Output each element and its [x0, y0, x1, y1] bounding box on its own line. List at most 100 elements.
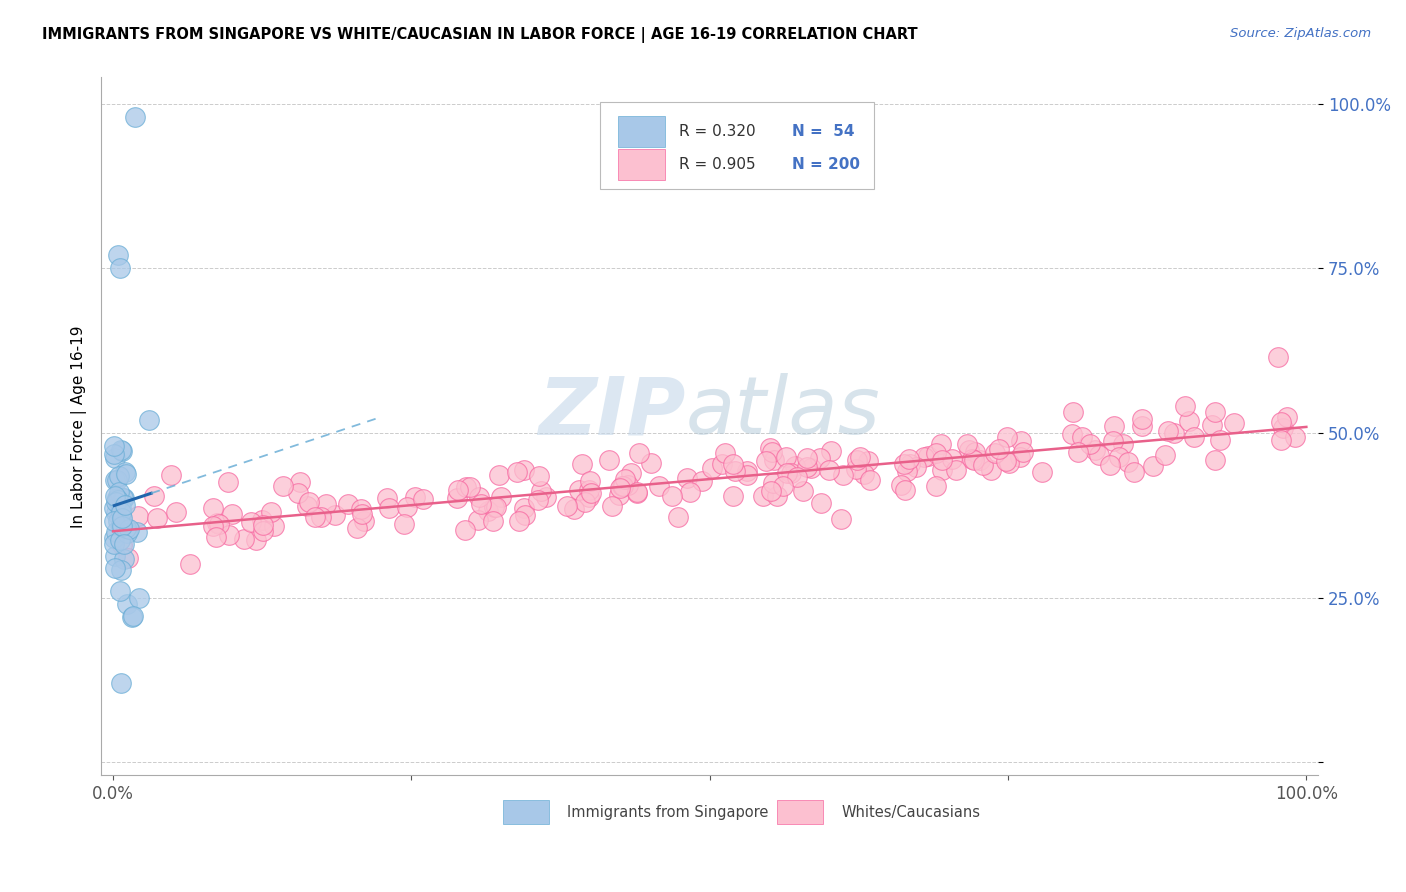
Point — [984, 446, 1007, 460]
Point — [377, 501, 399, 516]
Point — [110, 508, 132, 522]
Point — [690, 475, 713, 489]
Point — [298, 494, 321, 508]
Point — [458, 480, 481, 494]
Text: N =  54: N = 54 — [793, 124, 855, 138]
Point — [352, 507, 374, 521]
Point — [785, 458, 807, 473]
Text: N = 200: N = 200 — [793, 157, 860, 172]
Point — [905, 459, 928, 474]
Point — [1062, 426, 1084, 441]
Point — [917, 450, 939, 464]
Point — [392, 516, 415, 531]
Point — [103, 537, 125, 551]
Point — [832, 468, 855, 483]
Point — [735, 464, 758, 478]
Point — [772, 479, 794, 493]
Point — [204, 530, 226, 544]
Point — [1070, 430, 1092, 444]
Point — [1201, 417, 1223, 432]
Point — [817, 463, 839, 477]
Point — [103, 514, 125, 528]
Point — [721, 489, 744, 503]
Point — [714, 446, 737, 460]
Point — [124, 110, 146, 124]
Point — [846, 452, 869, 467]
Point — [103, 501, 125, 516]
Point — [536, 490, 558, 504]
Point — [239, 516, 262, 530]
Point — [620, 466, 643, 480]
Point — [159, 467, 181, 482]
Point — [115, 525, 138, 540]
Point — [207, 516, 229, 530]
Point — [1223, 416, 1246, 430]
Point — [467, 513, 489, 527]
Point — [315, 497, 337, 511]
Point — [201, 500, 224, 515]
Point — [287, 485, 309, 500]
Point — [111, 538, 134, 552]
Point — [1008, 450, 1031, 464]
Point — [962, 453, 984, 467]
Point — [453, 523, 475, 537]
Point — [105, 491, 128, 506]
FancyBboxPatch shape — [619, 116, 665, 146]
Point — [529, 468, 551, 483]
Point — [309, 509, 332, 524]
Point — [1031, 465, 1053, 479]
Point — [1209, 434, 1232, 448]
Point — [477, 504, 499, 518]
Point — [323, 508, 346, 523]
Point — [105, 525, 128, 540]
Point — [609, 481, 631, 495]
Point — [1084, 443, 1107, 458]
Point — [925, 479, 948, 493]
Point — [217, 475, 239, 490]
Point — [530, 484, 553, 499]
FancyBboxPatch shape — [600, 102, 875, 189]
Point — [1099, 458, 1122, 473]
Point — [762, 476, 785, 491]
Point — [103, 549, 125, 563]
Point — [612, 479, 634, 493]
Point — [1267, 351, 1289, 365]
Point — [890, 477, 912, 491]
Point — [353, 515, 375, 529]
Point — [765, 489, 787, 503]
Point — [796, 459, 818, 474]
Point — [700, 460, 723, 475]
Point — [762, 452, 785, 467]
Point — [786, 470, 808, 484]
Point — [808, 450, 831, 465]
Point — [931, 453, 953, 467]
Point — [221, 507, 243, 521]
Point — [792, 484, 814, 499]
Point — [107, 514, 129, 528]
Point — [929, 437, 952, 451]
Point — [260, 505, 283, 519]
Point — [796, 451, 818, 466]
Point — [1204, 453, 1226, 467]
Point — [600, 499, 623, 513]
Point — [208, 516, 231, 531]
Point — [121, 610, 143, 624]
Point — [759, 483, 782, 498]
Y-axis label: In Labor Force | Age 16-19: In Labor Force | Age 16-19 — [72, 326, 87, 528]
Point — [506, 465, 529, 479]
Point — [957, 443, 980, 458]
Point — [110, 563, 132, 577]
Point — [800, 460, 823, 475]
Point — [578, 483, 600, 498]
Point — [931, 463, 953, 477]
FancyBboxPatch shape — [776, 800, 823, 824]
Point — [574, 495, 596, 509]
Point — [138, 413, 160, 427]
Point — [579, 474, 602, 488]
Point — [375, 491, 398, 506]
Point — [142, 489, 165, 503]
Point — [179, 557, 201, 571]
Point — [488, 467, 510, 482]
Point — [108, 468, 131, 483]
Point — [759, 441, 782, 455]
